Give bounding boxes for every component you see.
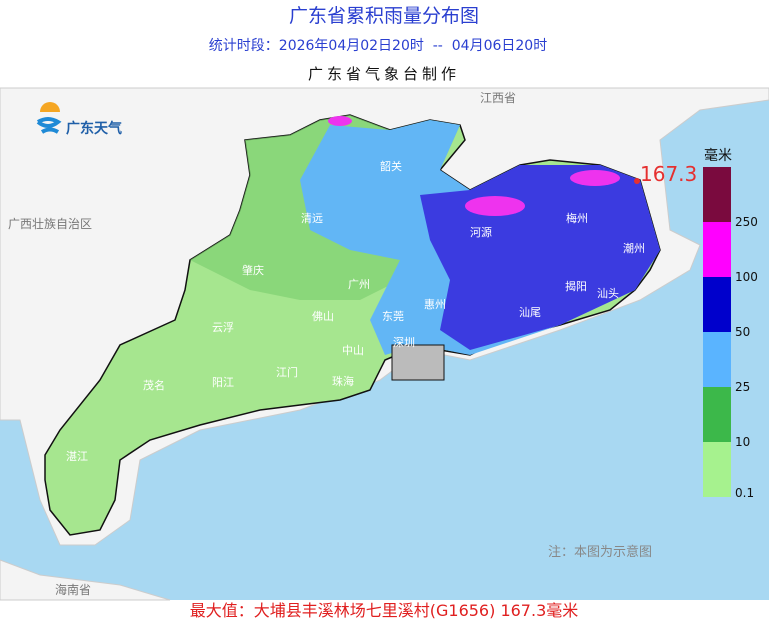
- note: 注：本图为示意图: [548, 544, 652, 560]
- place-label: 东莞: [382, 310, 404, 323]
- legend-label: 50: [735, 325, 750, 339]
- place-label: 中山: [342, 344, 364, 357]
- legend-label: 250: [735, 215, 758, 229]
- place-label: 江门: [276, 365, 298, 379]
- producer: 广东省气象台制作: [308, 65, 460, 83]
- place-label: 珠海: [332, 374, 354, 388]
- place-label: 河源: [470, 225, 492, 239]
- legend-swatch: [703, 442, 731, 497]
- neighbor-label: 江西省: [480, 91, 516, 105]
- neighbor-label: 广西壮族自治区: [8, 217, 92, 231]
- max-marker: 167.3: [640, 162, 697, 186]
- footer: 最大值：大埔县丰溪林场七里溪村(G1656) 167.3毫米: [190, 601, 579, 620]
- title: 广东省累积雨量分布图: [289, 5, 479, 27]
- legend-label: 100: [735, 270, 758, 284]
- place-label: 湛江: [66, 450, 88, 463]
- legend-swatch: [703, 167, 731, 222]
- hainan: [0, 559, 171, 601]
- place-label: 广州: [348, 278, 370, 291]
- legend-swatch: [703, 387, 731, 442]
- rain-magenta: [570, 170, 620, 186]
- place-label: 揭阳: [565, 279, 587, 293]
- place-label: 茂名: [143, 378, 165, 392]
- legend-label: 10: [735, 435, 750, 449]
- place-label: 阳江: [212, 376, 234, 389]
- legend-unit: 毫米: [704, 147, 732, 164]
- place-label: 韶关: [380, 159, 402, 173]
- max-point: [634, 178, 640, 184]
- logo-sun: [40, 102, 60, 112]
- place-label: 汕尾: [519, 306, 541, 319]
- place-label: 惠州: [424, 297, 446, 311]
- legend: 毫米 250 100 50 25 10 0.1: [703, 147, 758, 500]
- place-label: 肇庆: [242, 263, 264, 277]
- place-label: 梅州: [566, 211, 588, 225]
- legend-label: 25: [735, 380, 750, 394]
- place-label: 清远: [301, 212, 323, 225]
- place-label: 云浮: [212, 321, 234, 334]
- place-label: 潮州: [623, 241, 645, 255]
- logo-cloud: [36, 117, 62, 134]
- legend-swatch: [703, 222, 731, 277]
- place-label: 佛山: [312, 310, 334, 323]
- rain-magenta: [465, 196, 525, 216]
- legend-label: 0.1: [735, 486, 754, 500]
- legend-swatch: [703, 332, 731, 387]
- neighbor-label: 海南省: [55, 582, 91, 597]
- period: 统计时段：2026年04月02日20时 -- 04月06日20时: [209, 38, 547, 54]
- place-label: 汕头: [597, 287, 619, 300]
- logo-text: 广东天气: [66, 120, 122, 137]
- legend-swatch: [703, 277, 731, 332]
- rain-magenta: [328, 116, 352, 126]
- place-label: 深圳: [393, 336, 415, 349]
- hongkong: [391, 344, 445, 381]
